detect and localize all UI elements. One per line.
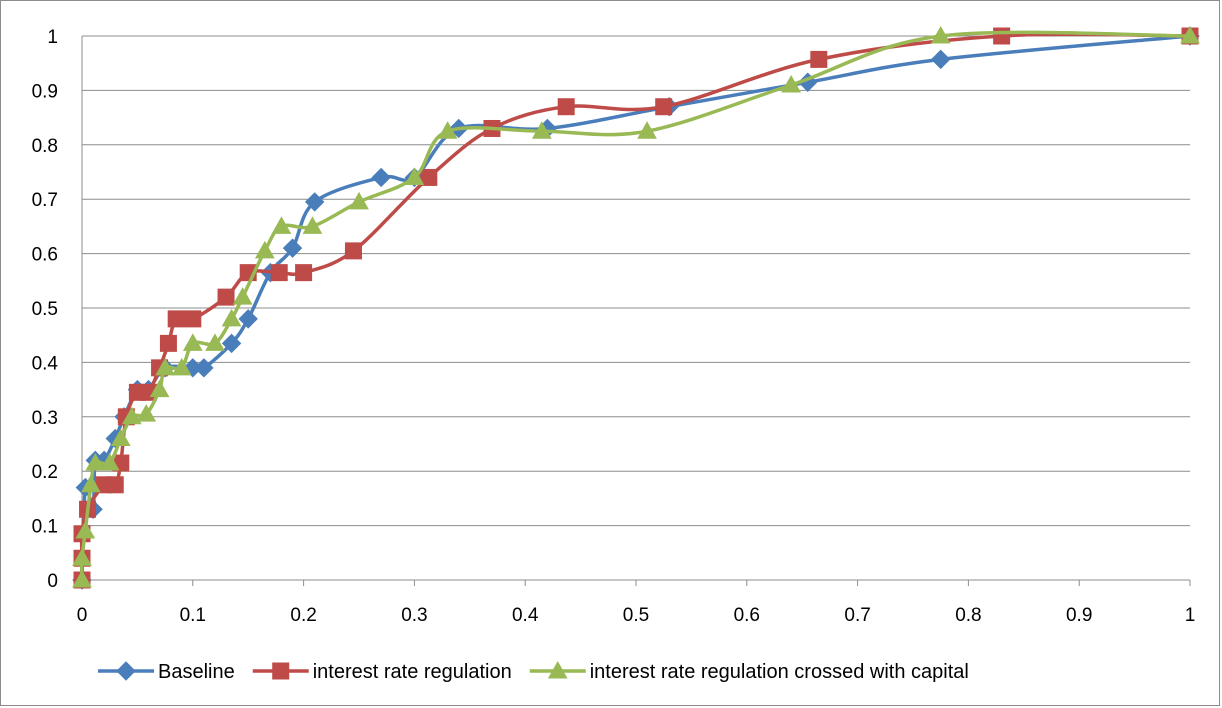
data-point-triangle (221, 308, 242, 327)
y-tick-label: 1 (47, 27, 58, 48)
legend-marker-diamond (116, 661, 136, 681)
data-point-triangle (182, 333, 203, 351)
legend-item: interest rate regulation (252, 661, 512, 683)
x-tick-label: 1 (1185, 605, 1196, 626)
y-tick-label: 0.8 (32, 136, 58, 157)
data-point-diamond (304, 192, 325, 212)
data-point-triangle (1180, 25, 1200, 44)
y-tick-label: 0.2 (32, 462, 58, 483)
x-tick-label: 0.1 (180, 605, 206, 626)
data-point-triangle (205, 333, 225, 351)
y-tick-label: 0.9 (32, 81, 58, 102)
tick-labels: 0 0.1 0.2 0.3 0.4 0.5 0.6 0.7 0.8 0.9 1 0 0.1 0.2 0.3 0… (32, 27, 1196, 626)
data-point-square (993, 27, 1011, 45)
data-point-triangle (254, 240, 275, 259)
data-point-triangle (122, 406, 142, 425)
legend-item: Baseline (98, 661, 235, 683)
legend-label: interest rate regulation (313, 661, 512, 683)
data-point-triangle (110, 428, 131, 447)
y-tick-label: 0.3 (32, 408, 58, 429)
data-point-triangle (781, 74, 801, 93)
data-point-triangle (404, 167, 425, 185)
data-point-diamond (194, 358, 214, 378)
data-point-square (810, 50, 828, 68)
data-point-triangle (72, 548, 92, 566)
data-point-triangle (99, 453, 120, 471)
x-tick-label: 0.6 (734, 605, 760, 626)
x-tick-label: 0.5 (623, 605, 649, 626)
data-point-triangle (302, 216, 323, 234)
data-point-triangle (85, 453, 106, 471)
legend-label: Baseline (158, 661, 235, 683)
y-tick-label: 0.1 (32, 517, 58, 538)
legend-marker-triangle (547, 660, 568, 679)
data-point-square (106, 476, 124, 494)
data-point-square (655, 98, 673, 116)
x-tick-label: 0.7 (844, 605, 870, 626)
series-triangle (72, 25, 1200, 588)
data-point-triangle (637, 121, 657, 139)
y-tick-label: 0.6 (32, 245, 58, 266)
data-point-diamond (221, 333, 242, 354)
data-point-triangle (531, 121, 552, 139)
legend-marker-square (272, 662, 290, 680)
data-point-triangle (155, 357, 175, 376)
data-point-diamond (238, 309, 258, 329)
data-point-diamond (371, 167, 391, 188)
data-point-square (420, 168, 438, 186)
data-point-square (344, 242, 362, 260)
y-tick-label: 0.5 (32, 299, 58, 320)
data-point-diamond (282, 238, 303, 258)
series-line (79, 32, 1191, 580)
y-tick-label: 0 (47, 571, 58, 592)
x-tick-label: 0 (77, 605, 88, 626)
x-tick-label: 0.3 (401, 605, 427, 626)
data-point-diamond (930, 49, 951, 70)
data-point-square (557, 98, 575, 116)
gridlines (82, 35, 1190, 527)
data-point-square (184, 310, 202, 328)
data-point-square (159, 334, 177, 352)
data-point-square (270, 264, 288, 282)
data-point-triangle (930, 25, 951, 44)
data-point-triangle (437, 121, 458, 139)
data-point-triangle (271, 216, 292, 234)
data-point-triangle (75, 521, 96, 539)
data-point-triangle (72, 569, 92, 588)
data-point-triangle (171, 357, 192, 376)
y-tick-label: 0.4 (32, 353, 59, 374)
data-point-square (167, 310, 185, 328)
x-tick-label: 0.2 (290, 605, 316, 626)
data-point-square (217, 288, 235, 306)
data-point-triangle (136, 404, 157, 422)
x-tick-label: 0.4 (512, 605, 539, 626)
x-tick-label: 0.8 (955, 605, 981, 626)
y-tick-label: 0.7 (32, 190, 58, 211)
data-point-triangle (232, 287, 253, 305)
legend-item: interest rate regulation crossed with ca… (529, 660, 969, 683)
data-point-triangle (81, 474, 101, 493)
data-point-square (295, 264, 313, 282)
series-group (72, 25, 1200, 590)
legend-label: interest rate regulation crossed with ca… (590, 661, 969, 683)
x-tick-label: 0.9 (1066, 605, 1092, 626)
legend: Baseline interest rate regulation interest… (98, 660, 969, 683)
data-point-triangle (149, 379, 170, 398)
data-point-triangle (349, 191, 369, 210)
